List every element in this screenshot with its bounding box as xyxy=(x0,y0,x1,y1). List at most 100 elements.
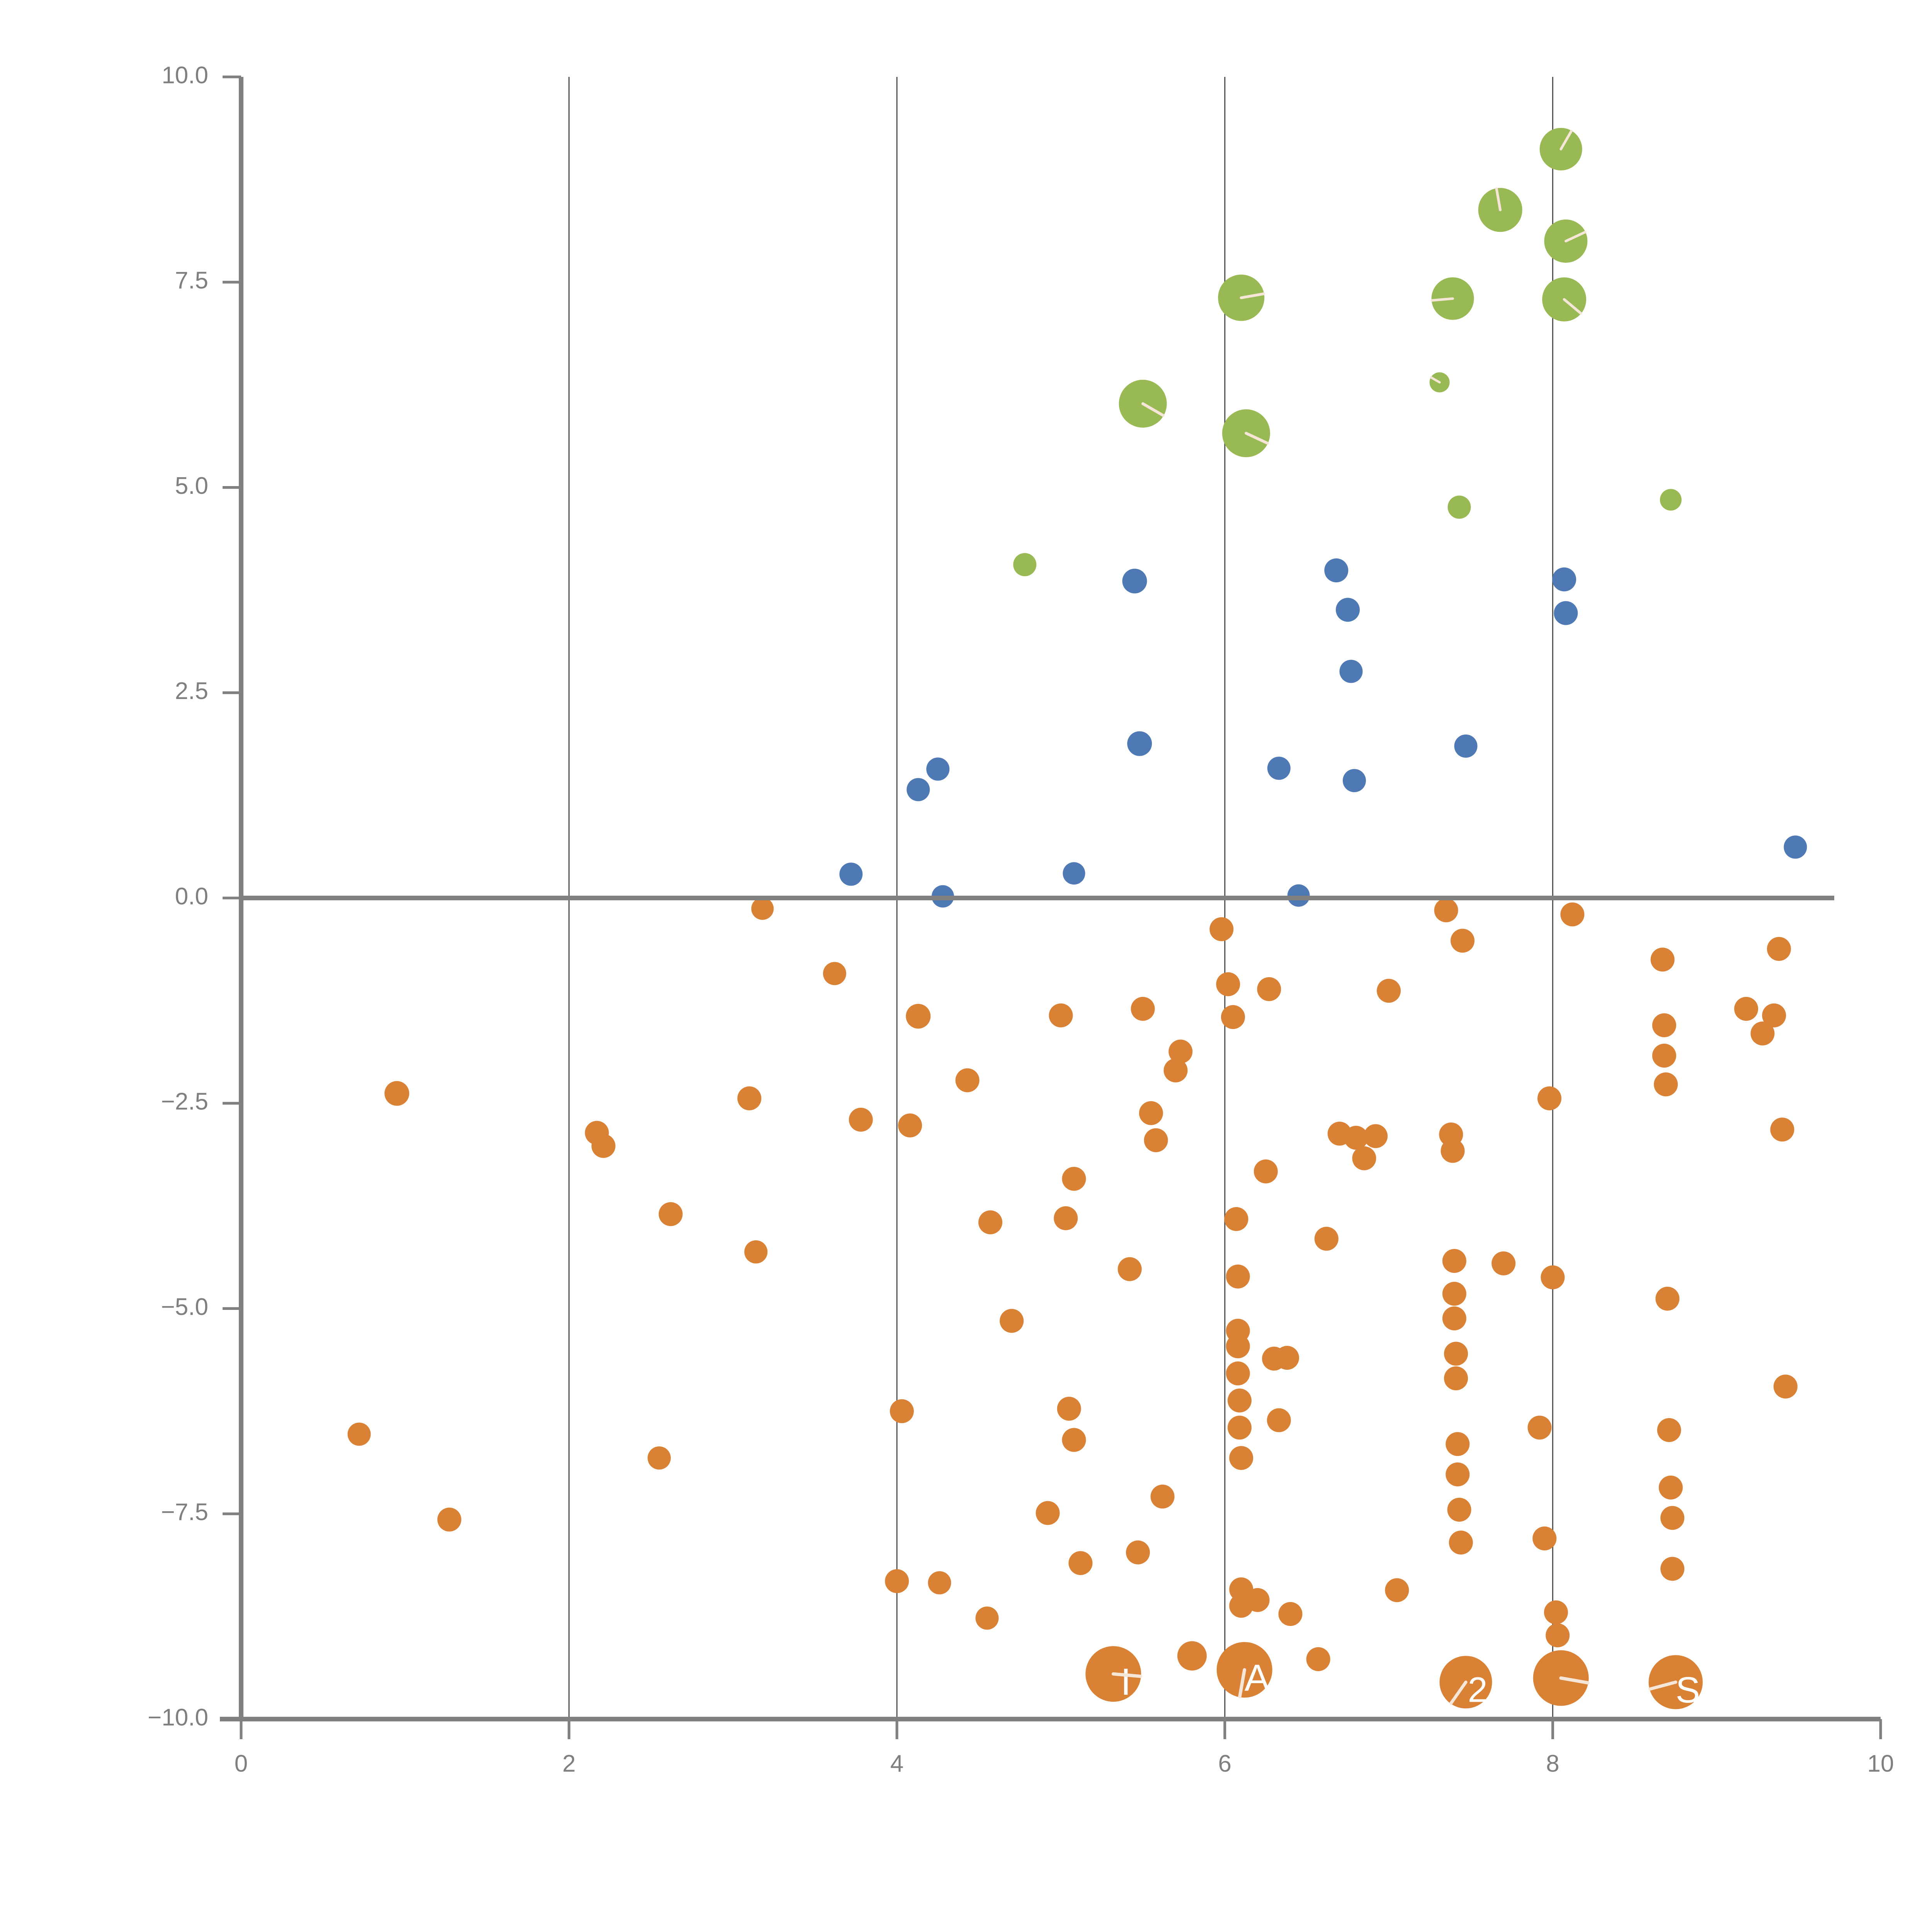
data-point[interactable] xyxy=(1117,1257,1142,1281)
data-point[interactable] xyxy=(1447,495,1471,519)
data-point[interactable] xyxy=(1660,489,1682,511)
data-point[interactable] xyxy=(1442,1282,1466,1306)
data-point[interactable] xyxy=(978,1210,1003,1235)
data-point[interactable] xyxy=(1658,1475,1683,1500)
data-point[interactable] xyxy=(1560,902,1585,927)
data-point[interactable] xyxy=(1287,884,1310,907)
data-point[interactable] xyxy=(1652,1013,1676,1037)
data-point[interactable] xyxy=(1773,1374,1798,1399)
data-point[interactable] xyxy=(1784,835,1807,859)
data-point[interactable] xyxy=(1377,979,1401,1003)
data-point[interactable] xyxy=(1546,1623,1570,1648)
data-point[interactable] xyxy=(1275,1346,1299,1370)
data-point[interactable] xyxy=(1336,598,1360,622)
data-point[interactable] xyxy=(1226,1361,1250,1386)
data-point[interactable] xyxy=(1447,1498,1471,1522)
data-point[interactable] xyxy=(1245,1588,1270,1612)
data-point[interactable] xyxy=(823,962,846,985)
data-point[interactable] xyxy=(839,862,863,886)
data-point[interactable] xyxy=(1253,1159,1278,1184)
data-point[interactable] xyxy=(1544,1600,1568,1624)
data-point[interactable] xyxy=(898,1113,922,1138)
data-point[interactable] xyxy=(658,1202,683,1226)
data-point[interactable] xyxy=(591,1134,616,1158)
data-point[interactable] xyxy=(1444,1366,1468,1391)
data-point[interactable] xyxy=(1267,757,1291,780)
data-point[interactable] xyxy=(1440,1139,1465,1163)
data-point[interactable] xyxy=(1527,1415,1552,1440)
data-point[interactable] xyxy=(347,1422,371,1446)
data-point[interactable] xyxy=(1352,1146,1376,1170)
data-point[interactable] xyxy=(849,1107,873,1132)
data-point[interactable] xyxy=(1131,997,1155,1021)
data-point[interactable] xyxy=(1224,1207,1248,1231)
data-point[interactable] xyxy=(1554,601,1578,625)
data-point[interactable] xyxy=(1449,1531,1473,1555)
data-point[interactable] xyxy=(1339,660,1363,683)
data-point[interactable] xyxy=(1063,862,1085,885)
data-point[interactable] xyxy=(1652,1044,1676,1068)
data-point[interactable] xyxy=(1054,1206,1078,1230)
data-point[interactable] xyxy=(1036,1501,1060,1525)
data-point[interactable] xyxy=(1537,1086,1561,1111)
data-point[interactable] xyxy=(1552,567,1577,592)
data-point[interactable] xyxy=(1454,734,1478,758)
data-point[interactable] xyxy=(1734,997,1759,1021)
data-point[interactable] xyxy=(1177,1641,1207,1671)
data-point[interactable] xyxy=(1226,1334,1250,1359)
data-point[interactable] xyxy=(1216,972,1240,997)
data-point[interactable] xyxy=(1057,1396,1081,1421)
data-point[interactable] xyxy=(1541,1265,1565,1289)
data-point[interactable] xyxy=(1150,1485,1175,1509)
data-point[interactable] xyxy=(1385,1578,1409,1602)
data-point[interactable] xyxy=(437,1507,461,1532)
data-point[interactable] xyxy=(955,1068,980,1092)
data-point[interactable] xyxy=(1657,1418,1681,1442)
data-point[interactable] xyxy=(1000,1309,1024,1333)
data-point[interactable] xyxy=(1267,1408,1291,1432)
data-point[interactable] xyxy=(1451,929,1475,953)
data-point[interactable] xyxy=(1767,937,1791,961)
data-point[interactable] xyxy=(744,1240,768,1264)
data-point[interactable] xyxy=(1126,1540,1150,1565)
data-point[interactable] xyxy=(1650,947,1675,972)
data-point[interactable] xyxy=(1344,1126,1368,1150)
data-point[interactable] xyxy=(751,897,774,920)
data-point[interactable] xyxy=(1278,1602,1303,1626)
data-point[interactable] xyxy=(1314,1226,1338,1251)
data-point[interactable] xyxy=(1229,1446,1253,1470)
data-point[interactable] xyxy=(1221,1005,1245,1029)
data-point[interactable] xyxy=(906,1004,931,1029)
data-point[interactable] xyxy=(1446,1462,1470,1486)
data-point[interactable] xyxy=(1442,1306,1466,1330)
data-point[interactable] xyxy=(885,1569,909,1593)
data-point[interactable] xyxy=(1444,1342,1468,1366)
data-point[interactable] xyxy=(737,1086,762,1111)
data-point[interactable] xyxy=(1139,1101,1163,1125)
data-point[interactable] xyxy=(1257,977,1281,1001)
data-point[interactable] xyxy=(889,1399,914,1423)
data-point[interactable] xyxy=(384,1081,410,1106)
data-point[interactable] xyxy=(1492,1251,1516,1276)
data-point[interactable] xyxy=(1770,1117,1794,1142)
data-point[interactable] xyxy=(1227,1388,1252,1413)
data-point[interactable] xyxy=(1655,1287,1680,1311)
data-point[interactable] xyxy=(1306,1647,1330,1671)
data-point[interactable] xyxy=(1163,1058,1188,1083)
data-point[interactable] xyxy=(928,1571,951,1595)
data-point[interactable] xyxy=(647,1446,671,1470)
data-point[interactable] xyxy=(1660,1557,1685,1581)
data-point[interactable] xyxy=(1446,1432,1470,1456)
data-point[interactable] xyxy=(1127,731,1152,756)
data-point[interactable] xyxy=(1226,1264,1250,1289)
data-point[interactable] xyxy=(1660,1506,1685,1530)
data-point[interactable] xyxy=(1227,1415,1252,1440)
data-point[interactable] xyxy=(906,778,930,801)
data-point[interactable] xyxy=(926,757,950,781)
data-point[interactable] xyxy=(1532,1526,1557,1551)
data-point[interactable] xyxy=(1762,1003,1786,1027)
data-point[interactable] xyxy=(1049,1003,1073,1027)
data-point[interactable] xyxy=(1434,898,1458,922)
data-point[interactable] xyxy=(1068,1551,1093,1575)
data-point[interactable] xyxy=(1750,1021,1775,1046)
